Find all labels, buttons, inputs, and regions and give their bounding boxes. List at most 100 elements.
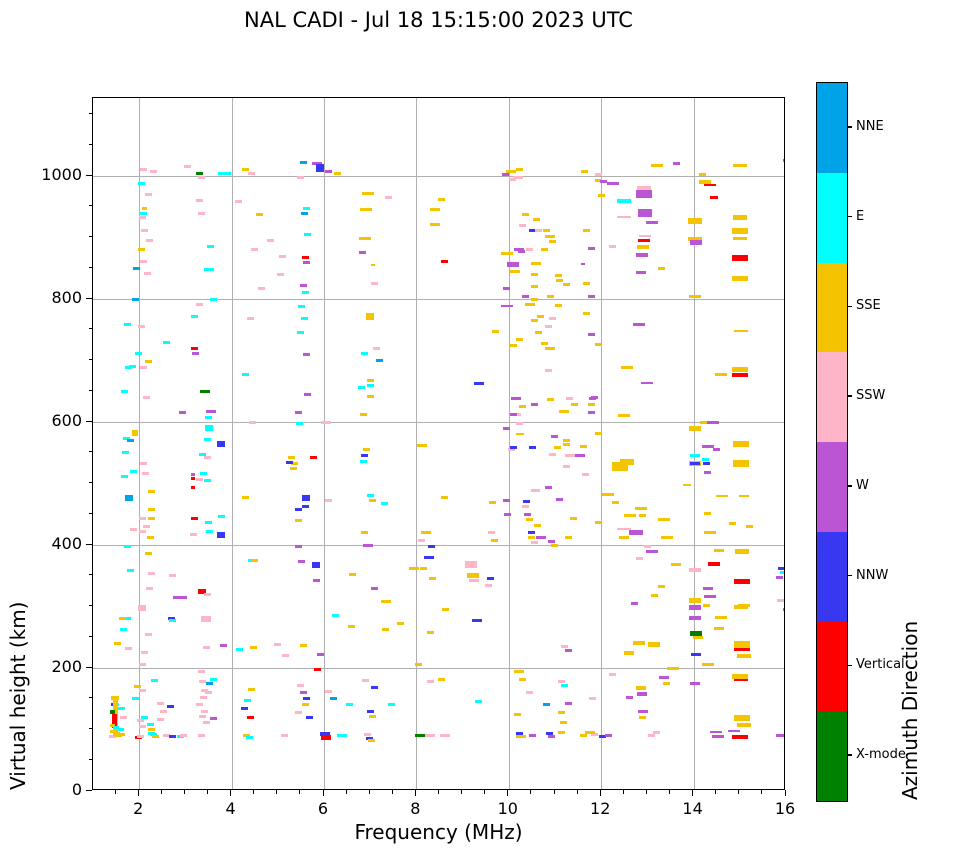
data-point bbox=[136, 718, 144, 722]
data-point bbox=[139, 516, 147, 520]
data-point bbox=[639, 235, 652, 238]
data-point bbox=[611, 461, 628, 471]
data-point bbox=[144, 271, 151, 275]
data-point bbox=[663, 681, 671, 685]
data-point bbox=[125, 646, 133, 650]
data-point bbox=[299, 643, 307, 647]
data-point bbox=[121, 451, 129, 455]
data-point bbox=[360, 351, 368, 355]
data-point bbox=[636, 691, 647, 696]
gridline-x-2 bbox=[139, 98, 141, 789]
data-point bbox=[715, 616, 728, 620]
data-point bbox=[299, 161, 307, 165]
data-point bbox=[202, 720, 210, 724]
data-point bbox=[581, 473, 589, 477]
data-point bbox=[588, 697, 596, 701]
data-point bbox=[204, 268, 215, 272]
data-point bbox=[138, 689, 146, 693]
data-point bbox=[732, 163, 747, 167]
data-point bbox=[205, 520, 212, 524]
y-tick-label: 600 bbox=[51, 411, 82, 431]
y-minor-tick bbox=[88, 697, 92, 699]
data-point bbox=[513, 413, 521, 417]
x-minor-tick bbox=[114, 790, 116, 794]
data-point bbox=[623, 514, 636, 517]
x-major-tick bbox=[507, 790, 509, 796]
data-point bbox=[503, 426, 510, 430]
y-axis-label: Virtual height (km) bbox=[6, 601, 30, 791]
gridline-x-8 bbox=[416, 98, 418, 789]
data-point bbox=[528, 228, 537, 232]
x-minor-tick bbox=[484, 790, 486, 794]
data-point bbox=[122, 436, 130, 440]
x-minor-tick bbox=[738, 790, 740, 794]
data-point bbox=[290, 462, 298, 466]
data-point bbox=[124, 545, 132, 549]
data-point bbox=[620, 366, 633, 370]
data-point bbox=[703, 531, 716, 535]
data-point bbox=[420, 531, 431, 535]
data-point bbox=[427, 544, 435, 548]
data-point bbox=[204, 437, 212, 441]
data-point bbox=[731, 734, 748, 739]
data-point bbox=[359, 413, 367, 417]
data-point bbox=[345, 703, 353, 707]
data-point bbox=[515, 167, 523, 171]
data-point bbox=[242, 496, 249, 500]
data-point bbox=[560, 645, 568, 648]
data-point bbox=[745, 525, 753, 529]
data-point bbox=[530, 318, 538, 322]
data-point bbox=[734, 647, 751, 651]
data-point bbox=[199, 389, 210, 393]
data-point bbox=[509, 343, 517, 347]
data-point bbox=[369, 499, 376, 503]
data-point bbox=[533, 217, 540, 221]
data-point bbox=[587, 246, 595, 250]
colorbar-segment-Vertical bbox=[817, 621, 847, 712]
data-point bbox=[201, 689, 209, 693]
data-point bbox=[138, 182, 145, 185]
data-point bbox=[139, 530, 147, 533]
data-point bbox=[503, 498, 510, 502]
data-point bbox=[438, 677, 446, 681]
data-point bbox=[166, 704, 174, 708]
gridline-x-10 bbox=[508, 98, 510, 789]
x-tick-label: 6 bbox=[317, 799, 329, 818]
data-point bbox=[500, 304, 513, 307]
data-point bbox=[209, 716, 217, 720]
data-point bbox=[144, 551, 152, 555]
data-point bbox=[711, 735, 724, 739]
data-point bbox=[646, 549, 658, 553]
data-point bbox=[507, 262, 520, 268]
data-point bbox=[297, 683, 305, 687]
data-point bbox=[362, 543, 373, 547]
data-point bbox=[375, 359, 383, 363]
data-point bbox=[140, 168, 148, 172]
data-point bbox=[657, 585, 665, 589]
data-point bbox=[297, 175, 305, 179]
data-point bbox=[617, 216, 632, 219]
data-point bbox=[587, 294, 595, 298]
gridline-y-600 bbox=[93, 422, 784, 424]
x-minor-tick bbox=[553, 790, 555, 794]
data-point bbox=[549, 452, 557, 456]
data-point bbox=[385, 196, 393, 200]
data-point bbox=[301, 211, 309, 215]
data-point bbox=[117, 728, 125, 731]
data-point bbox=[110, 729, 117, 733]
data-point bbox=[635, 685, 646, 690]
data-point bbox=[295, 710, 303, 714]
data-point bbox=[558, 731, 566, 735]
data-point bbox=[295, 545, 303, 549]
data-point bbox=[565, 454, 573, 458]
data-point bbox=[429, 577, 437, 581]
data-point bbox=[609, 244, 617, 248]
data-point bbox=[302, 352, 310, 356]
data-point bbox=[689, 294, 701, 298]
colorbar-segment-NNW bbox=[817, 531, 847, 622]
gridline-x-14 bbox=[693, 98, 695, 789]
data-point bbox=[682, 484, 691, 487]
data-point bbox=[217, 171, 225, 175]
data-point bbox=[204, 479, 212, 482]
data-point bbox=[595, 178, 603, 182]
